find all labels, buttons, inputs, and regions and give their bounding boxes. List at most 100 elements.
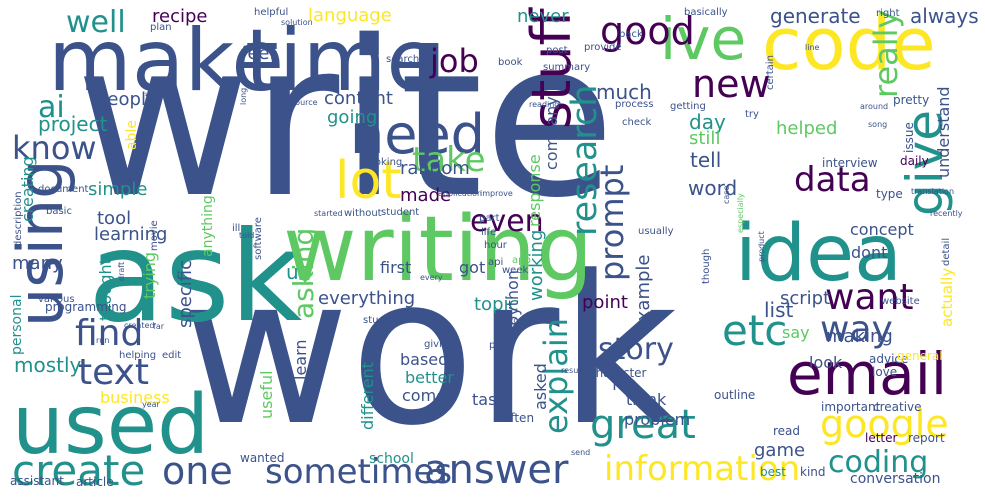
- cloud-word: much: [596, 80, 652, 104]
- cloud-word: improve: [480, 189, 513, 198]
- cloud-word: year: [142, 400, 160, 409]
- cloud-word: everything: [318, 288, 416, 309]
- cloud-word: find: [75, 313, 144, 354]
- cloud-word: one: [162, 449, 233, 493]
- cloud-word: api: [488, 257, 504, 268]
- cloud-word: basically: [684, 7, 728, 18]
- cloud-word: see: [224, 89, 235, 107]
- cloud-word: even: [470, 204, 544, 239]
- cloud-word: student: [381, 207, 420, 218]
- cloud-word: answer: [424, 447, 569, 493]
- cloud-word: say: [782, 323, 810, 342]
- cloud-word: making: [826, 326, 893, 347]
- cloud-word: ive: [660, 5, 747, 73]
- cloud-word: asked: [531, 363, 550, 410]
- cloud-word: better: [405, 368, 454, 387]
- cloud-word: idea: [735, 209, 902, 299]
- cloud-word: list: [764, 298, 794, 322]
- cloud-word: know: [12, 129, 97, 167]
- cloud-word: study: [363, 315, 391, 326]
- cloud-word: project: [38, 112, 108, 136]
- cloud-word: made: [400, 185, 452, 206]
- cloud-word: interview: [822, 156, 878, 170]
- cloud-word: fun: [612, 375, 638, 394]
- cloud-word: writing: [283, 197, 594, 302]
- cloud-word: result: [561, 366, 584, 375]
- cloud-word: specific: [175, 259, 196, 328]
- cloud-word: trying: [140, 251, 159, 299]
- cloud-word: lot: [335, 151, 402, 211]
- cloud-word: still: [689, 128, 721, 149]
- cloud-word: letter: [865, 431, 898, 445]
- cloud-word: looking: [366, 157, 403, 168]
- cloud-word: based: [400, 350, 449, 369]
- cloud-word: example: [633, 254, 654, 332]
- cloud-word: ask: [88, 205, 303, 350]
- cloud-word: kind: [800, 465, 826, 479]
- cloud-word: content: [324, 88, 393, 109]
- cloud-word: recipe: [152, 6, 208, 27]
- cloud-word: especially: [736, 193, 745, 233]
- cloud-word: draft: [117, 261, 126, 281]
- cloud-word: point: [582, 292, 628, 313]
- cloud-word: though: [701, 248, 712, 284]
- cloud-word: book: [498, 57, 523, 68]
- cloud-word: come: [402, 386, 447, 405]
- cloud-word: reading: [529, 100, 560, 109]
- cloud-word: created: [124, 321, 155, 330]
- cloud-word: tool: [97, 208, 132, 229]
- cloud-word: story: [598, 332, 674, 367]
- cloud-word: take: [412, 140, 486, 180]
- cloud-word: feel: [241, 43, 275, 64]
- cloud-word: useful: [257, 370, 276, 419]
- cloud-word: character: [589, 366, 647, 380]
- cloud-word: teacher: [143, 92, 154, 131]
- cloud-word: ai: [38, 90, 65, 125]
- cloud-word: well: [66, 5, 126, 40]
- cloud-word: dont: [851, 243, 888, 262]
- cloud-word: type: [876, 187, 903, 201]
- cloud-word: problem: [624, 410, 691, 429]
- cloud-word: data: [794, 160, 871, 200]
- cloud-word: long: [239, 87, 248, 105]
- cloud-word: started: [314, 209, 343, 218]
- cloud-word: recently: [930, 209, 963, 218]
- cloud-word: coding: [828, 445, 929, 480]
- cloud-word: description: [13, 191, 24, 247]
- cloud-word: daily: [900, 154, 929, 168]
- cloud-word: week: [502, 265, 529, 276]
- cloud-word: going: [327, 107, 378, 128]
- cloud-word: actually: [938, 267, 956, 327]
- cloud-word: text: [78, 352, 150, 393]
- cloud-word: usually: [638, 226, 674, 237]
- cloud-word: understand: [934, 86, 953, 178]
- cloud-word: look: [809, 353, 843, 372]
- cloud-word: pretty: [893, 93, 930, 107]
- cloud-word: wanted: [240, 451, 285, 465]
- cloud-word: good: [600, 9, 695, 53]
- cloud-word: back: [619, 29, 643, 40]
- cloud-word: programming: [45, 300, 127, 314]
- cloud-word: document: [38, 184, 89, 195]
- cloud-word: response: [525, 154, 544, 227]
- cloud-word: helpful: [254, 7, 289, 18]
- cloud-word: report: [908, 431, 945, 445]
- cloud-word: plan: [150, 22, 172, 33]
- cloud-word: time: [245, 11, 440, 111]
- cloud-word: anything: [200, 195, 216, 257]
- cloud-word: song: [868, 120, 888, 129]
- cloud-word: day: [689, 110, 726, 134]
- cloud-word: helping: [119, 350, 157, 361]
- cloud-word: creative: [873, 400, 922, 414]
- cloud-word: try: [745, 109, 759, 120]
- cloud-word: learning: [94, 224, 168, 245]
- cloud-word: new: [692, 62, 771, 106]
- cloud-word: outline: [714, 388, 756, 402]
- cloud-word: product: [757, 231, 766, 262]
- cloud-word: certain: [765, 55, 776, 90]
- cloud-word: part: [479, 213, 500, 224]
- cloud-word: important: [821, 400, 881, 414]
- cloud-word: really: [867, 9, 905, 98]
- cloud-word: general: [897, 349, 943, 363]
- cloud-word: translation: [911, 187, 955, 196]
